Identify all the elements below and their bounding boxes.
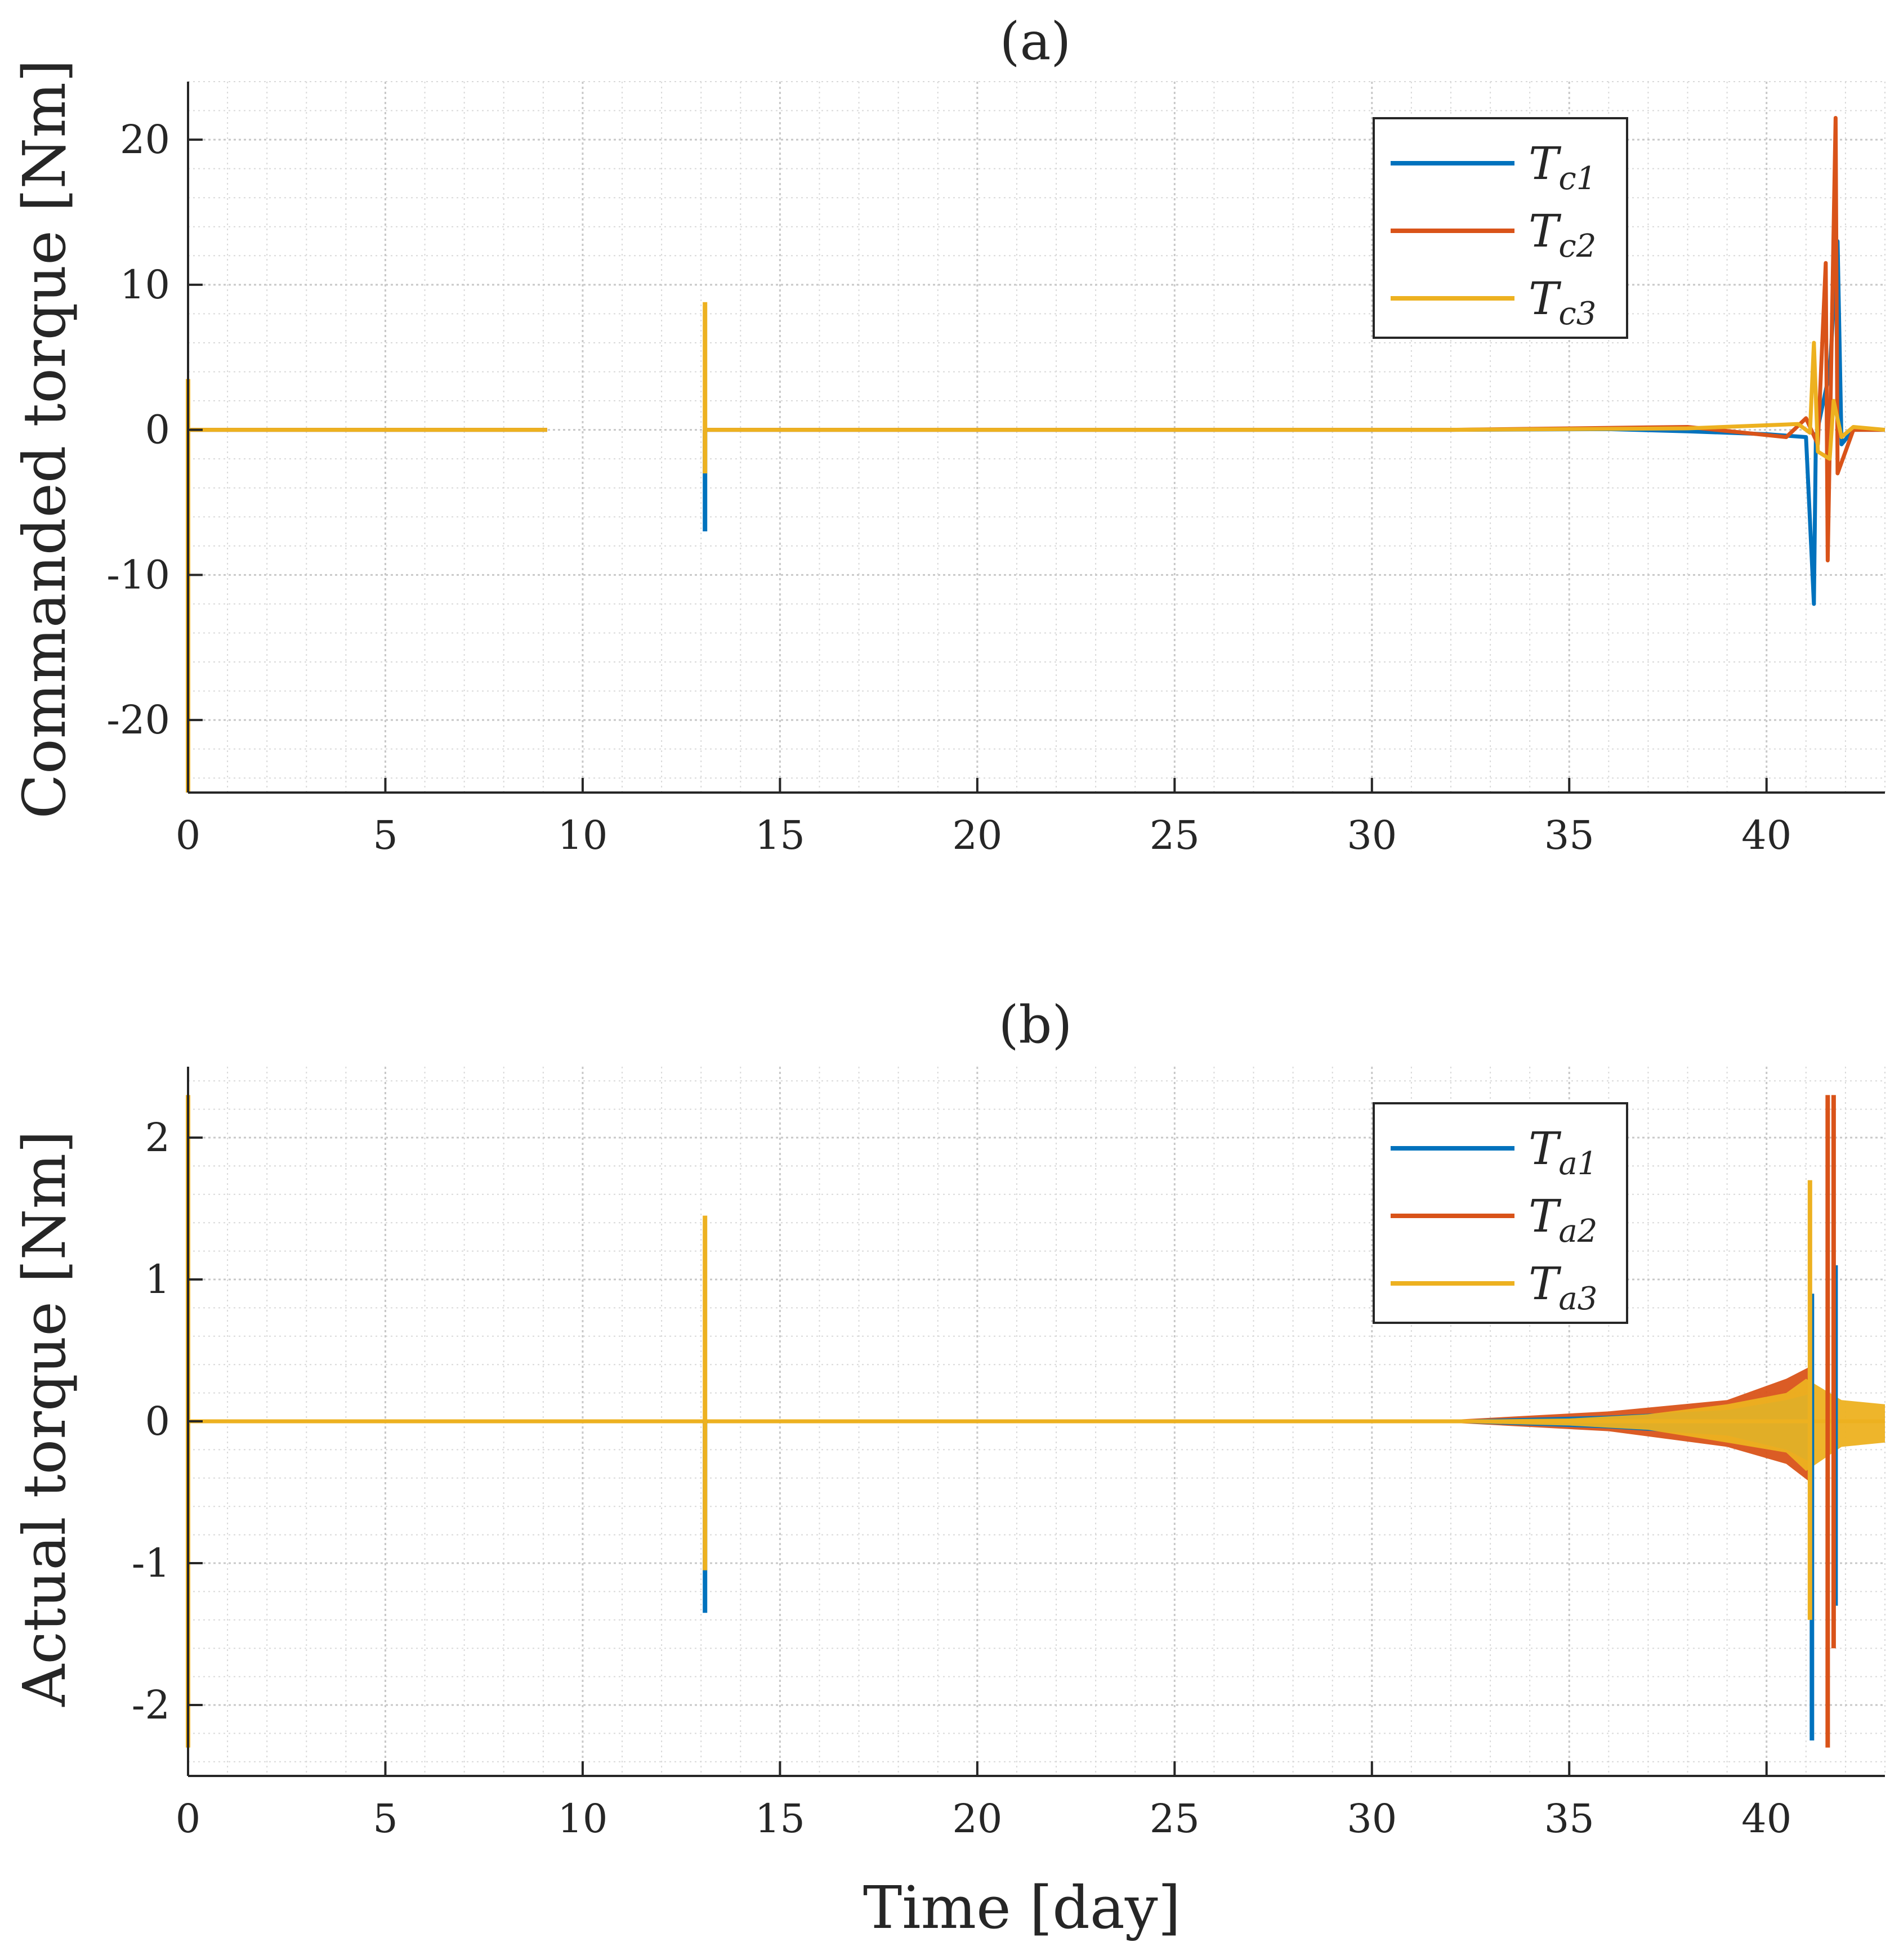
panel-a-ticks: 0 5 10 15 20 25 30 35 40 20 10 0 -10 -20	[106, 117, 1791, 858]
panel-b-x-tick-label: 25	[1150, 1796, 1200, 1842]
panel-a-ylabel: Commanded torque [Nm]	[10, 59, 79, 818]
panel-a-data	[186, 115, 1885, 793]
panel-a: (a) Commanded torque [Nm] 0 5 10 15 20 25 30 35…	[10, 11, 1885, 858]
panel-b-legend: Ta1 Ta2 Ta3	[1373, 1102, 1628, 1324]
panel-b-legend-box	[1373, 1102, 1628, 1324]
panel-b-axes	[187, 1067, 1885, 1777]
panel-a-x-tick-label: 25	[1150, 812, 1200, 858]
panel-a-x-tick-label: 10	[557, 812, 607, 858]
legend-entry-c1: Tc1	[1529, 137, 1596, 197]
legend-entry-c2: Tc2	[1529, 205, 1596, 265]
panel-a-x-tick-label: 5	[373, 812, 398, 858]
legend-entry-a1: Ta1	[1529, 1122, 1597, 1182]
panel-b: (b) Actual torque [Nm] 0 5 10 15 20 25 30 35 402…	[10, 995, 1885, 1842]
legend-entry-c3: Tc3	[1529, 272, 1596, 332]
panel-a-y-tick-label: 20	[120, 117, 170, 163]
panel-b-y-tick-label: 0	[145, 1398, 170, 1444]
panel-a-y-tick-label: -10	[106, 552, 170, 598]
panel-b-x-tick-label: 30	[1347, 1796, 1397, 1842]
panel-b-ylabel: Actual torque [Nm]	[10, 1130, 79, 1707]
x-axis-label: Time [day]	[863, 1873, 1181, 1942]
panel-a-x-tick-label: 15	[755, 812, 805, 858]
panel-a-y-tick-label: 0	[145, 407, 170, 453]
panel-b-title: (b)	[999, 995, 1073, 1055]
panel-b-y-tick-label: 2	[145, 1115, 170, 1161]
panel-a-legend: Tc1 Tc2 Tc3	[1373, 117, 1628, 339]
panel-b-x-tick-label: 15	[755, 1796, 805, 1842]
panel-b-x-tick-label: 10	[557, 1796, 607, 1842]
panel-b-y-tick-label: -1	[132, 1540, 170, 1586]
legend-entry-a2: Ta2	[1529, 1190, 1597, 1250]
series-Tc2-line	[705, 115, 1885, 563]
panel-a-x-tick-label: 0	[176, 812, 201, 858]
panel-a-legend-box	[1373, 117, 1628, 339]
panel-b-x-tick-label: 40	[1741, 1796, 1791, 1842]
panel-b-x-tick-label: 0	[176, 1796, 201, 1842]
panel-a-y-tick-label: -20	[106, 697, 170, 743]
panel-b-x-tick-label: 20	[952, 1796, 1002, 1842]
panel-b-x-tick-label: 35	[1544, 1796, 1594, 1842]
series-Tc3-line	[705, 341, 1885, 461]
panel-a-title: (a)	[1000, 11, 1071, 71]
legend-entry-a3: Ta3	[1529, 1258, 1597, 1317]
panel-b-envelope-Ta3	[1450, 1379, 1885, 1471]
panel-a-x-tick-label: 20	[952, 812, 1002, 858]
panel-a-x-tick-label: 40	[1741, 812, 1791, 858]
panel-b-y-tick-label: 1	[145, 1256, 170, 1303]
panel-b-data	[186, 1095, 1885, 1748]
panel-a-axes	[187, 82, 1885, 794]
panel-b-x-tick-label: 5	[373, 1796, 398, 1842]
panel-b-y-tick-label: -2	[132, 1682, 170, 1728]
panel-a-x-tick-label: 30	[1347, 812, 1397, 858]
panel-a-y-tick-label: 10	[120, 262, 170, 308]
panel-a-x-tick-label: 35	[1544, 812, 1594, 858]
panel-a-grid	[187, 81, 1885, 793]
series-Tc1-line	[705, 239, 1885, 606]
